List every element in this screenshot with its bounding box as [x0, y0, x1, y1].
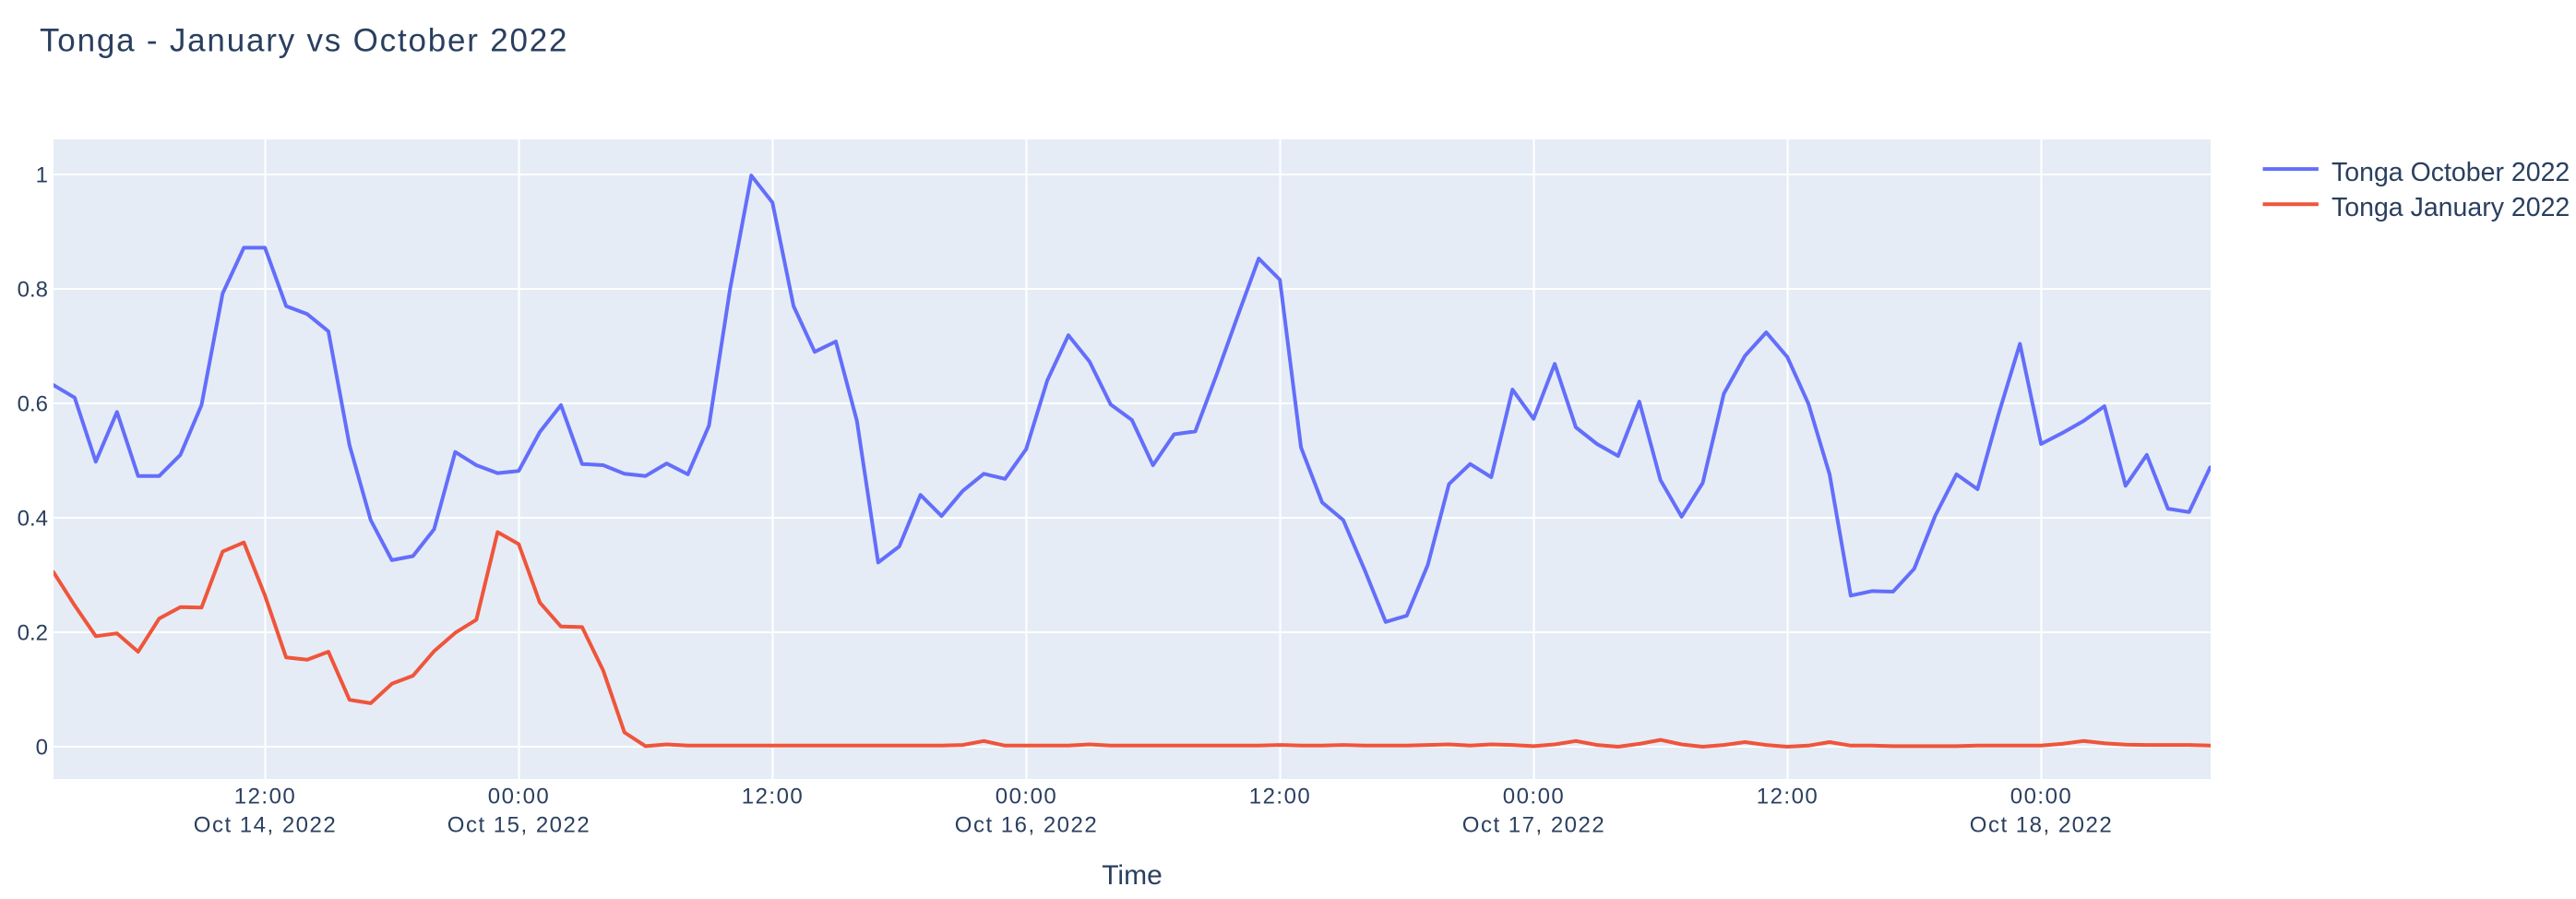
- svg-text:0.8: 0.8: [18, 278, 48, 303]
- svg-text:Oct 18, 2022: Oct 18, 2022: [1970, 813, 2113, 838]
- svg-text:0: 0: [36, 736, 48, 761]
- svg-text:Time: Time: [1102, 860, 1163, 891]
- svg-text:0.6: 0.6: [18, 392, 48, 417]
- svg-text:1: 1: [36, 163, 48, 188]
- svg-text:Oct 14, 2022: Oct 14, 2022: [194, 813, 337, 838]
- svg-text:12:00: 12:00: [234, 785, 297, 809]
- svg-text:Oct 15, 2022: Oct 15, 2022: [447, 813, 590, 838]
- svg-text:0.4: 0.4: [18, 507, 48, 532]
- svg-text:Tonga January 2022: Tonga January 2022: [2332, 193, 2570, 222]
- svg-text:12:00: 12:00: [742, 785, 805, 809]
- svg-text:00:00: 00:00: [1503, 785, 1566, 809]
- svg-text:00:00: 00:00: [996, 785, 1058, 809]
- svg-text:Oct 16, 2022: Oct 16, 2022: [955, 813, 1098, 838]
- svg-text:00:00: 00:00: [488, 785, 551, 809]
- svg-text:00:00: 00:00: [2010, 785, 2073, 809]
- svg-text:0.2: 0.2: [18, 621, 48, 646]
- svg-text:Oct 17, 2022: Oct 17, 2022: [1462, 813, 1605, 838]
- svg-text:12:00: 12:00: [1757, 785, 1819, 809]
- svg-text:Tonga - January vs October 202: Tonga - January vs October 2022: [40, 23, 568, 59]
- svg-text:12:00: 12:00: [1249, 785, 1312, 809]
- svg-text:Tonga October 2022: Tonga October 2022: [2332, 158, 2570, 187]
